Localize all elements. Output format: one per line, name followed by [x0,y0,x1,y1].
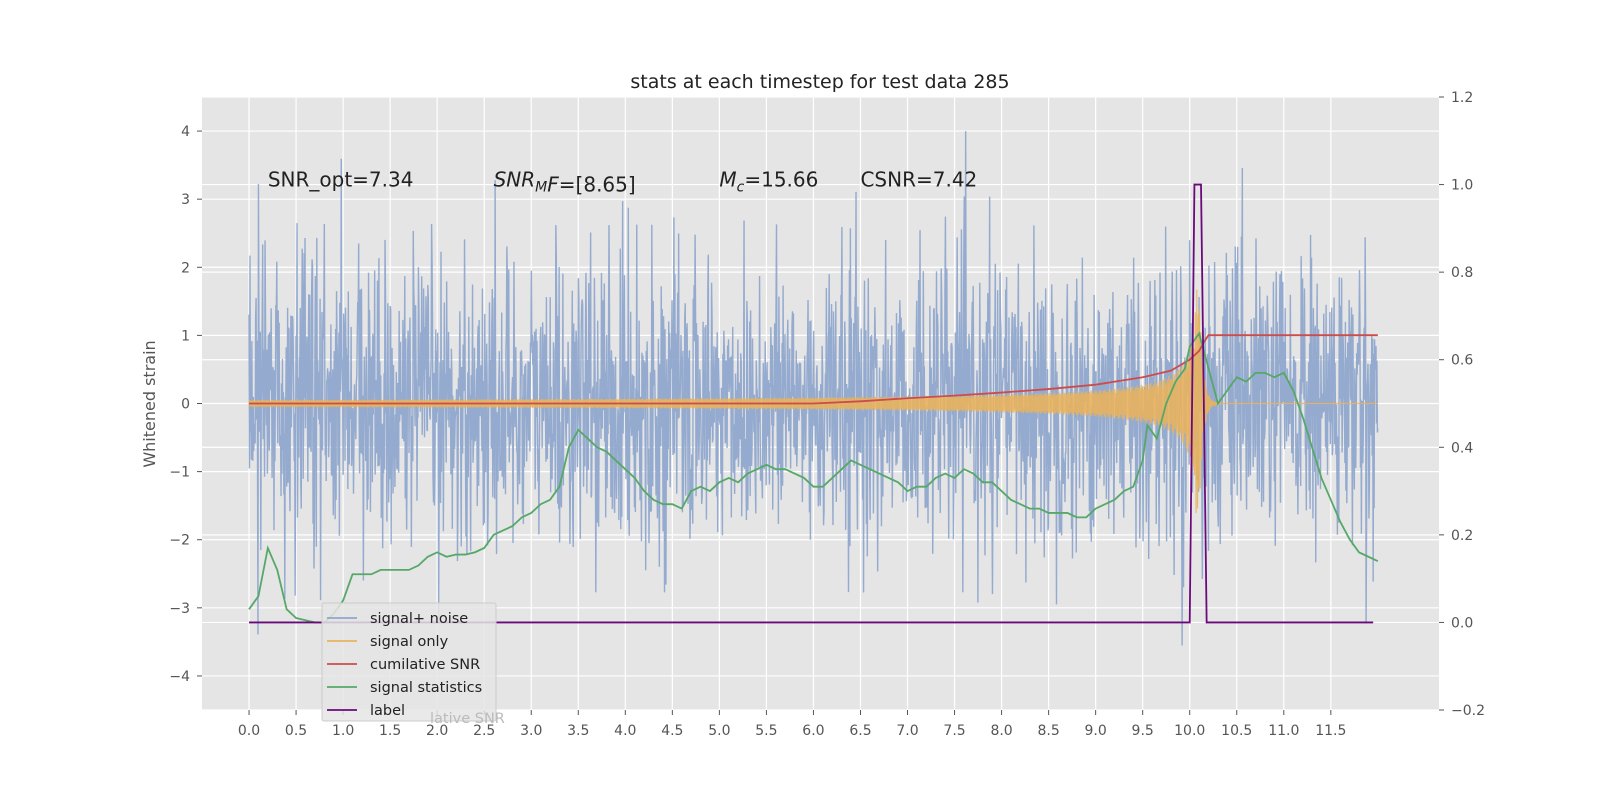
x-tick-label: 3.5 [567,723,589,739]
y2-tick-label: 0.6 [1451,353,1473,369]
axes: 0.0 0.5 1.0 1.5 2.0 2.5 3.0 3.5 4.0 4.5 5.0 5.5 6.0 6… [169,90,1485,739]
y-tick-label: −3 [169,601,190,617]
x-tick-label: 9.5 [1132,723,1154,739]
x-tick-label: 1.5 [379,723,401,739]
y2-tick-label: 0.2 [1451,528,1473,544]
y-tick-label: −2 [169,533,190,549]
x-tick-label: 11.5 [1315,723,1346,739]
series-signal-only [248,289,1378,514]
y2-tick-label: 1.0 [1451,178,1473,194]
legend-entry: signal only [370,634,449,650]
x-tick-label: 11.0 [1268,723,1299,739]
y-tick-label: 2 [181,260,190,276]
legend-ghost-fragment: lative SNR [430,711,505,727]
y-tick-label: 0 [181,397,190,413]
x-tick-label: 9.0 [1085,723,1107,739]
x-tick-label: 2.0 [426,723,448,739]
legend-entry: label [370,703,405,719]
y2-tick-label: 0.0 [1451,615,1473,631]
x-tick-label: 4.0 [614,723,636,739]
legend-entry: cumilative SNR [370,657,480,673]
y-tick-label: 4 [181,124,190,140]
series-label [249,183,1374,624]
y2-tick-label: 1.2 [1451,90,1473,106]
chart-title: stats at each timestep for test data 285 [630,71,1009,93]
y-tick-label: −4 [169,669,190,685]
x-tick-label: 6.0 [802,723,824,739]
annotation-0: SNR_opt=7.34 [268,168,414,192]
x-tick-label: 7.0 [896,723,918,739]
y-axis-label: Whitened strain [140,340,159,467]
x-tick-label: 3.0 [520,723,542,739]
x-tick-label: 10.0 [1174,723,1205,739]
x-tick-label: 10.5 [1221,723,1252,739]
y2-tick-label: 0.8 [1451,265,1473,281]
series-signal-statistics [248,331,1379,624]
x-tick-label: 5.0 [708,723,730,739]
x-tick-label: 4.5 [661,723,683,739]
legend-entry: signal+ noise [370,611,468,627]
legend-box [321,602,497,722]
x-tick-label: 8.0 [990,723,1012,739]
x-tick-label: 6.5 [849,723,871,739]
x-tick-label: 5.5 [755,723,777,739]
x-tick-label: 7.5 [943,723,965,739]
x-tick-label: 8.5 [1037,723,1059,739]
y-tick-label: −1 [169,465,190,481]
x-tick-label: 0.0 [238,723,260,739]
annotations: SNR_opt=7.34 SNRMF=[8.65] Mc=15.66 CSNR=7.4… [268,168,977,197]
x-tick-label: 1.0 [332,723,354,739]
x-tick-label: 2.5 [473,723,495,739]
annotation-1: SNRMF=[8.65] [494,168,636,197]
legend-entry: signal statistics [370,680,482,696]
x-tick-label: 0.5 [285,723,307,739]
y-tick-label: 1 [181,328,190,344]
annotation-3: CSNR=7.42 [860,168,977,192]
series-layer [248,131,1379,646]
series-cumilative-snr [249,334,1378,405]
y2-tick-label: 0.4 [1451,440,1473,456]
y2-tick-label: −0.2 [1451,703,1485,719]
y-tick-label: 3 [181,192,190,208]
annotation-2: Mc=15.66 [719,168,818,196]
legend: signal+ noise signal only cumilative SNR si… [321,602,505,727]
